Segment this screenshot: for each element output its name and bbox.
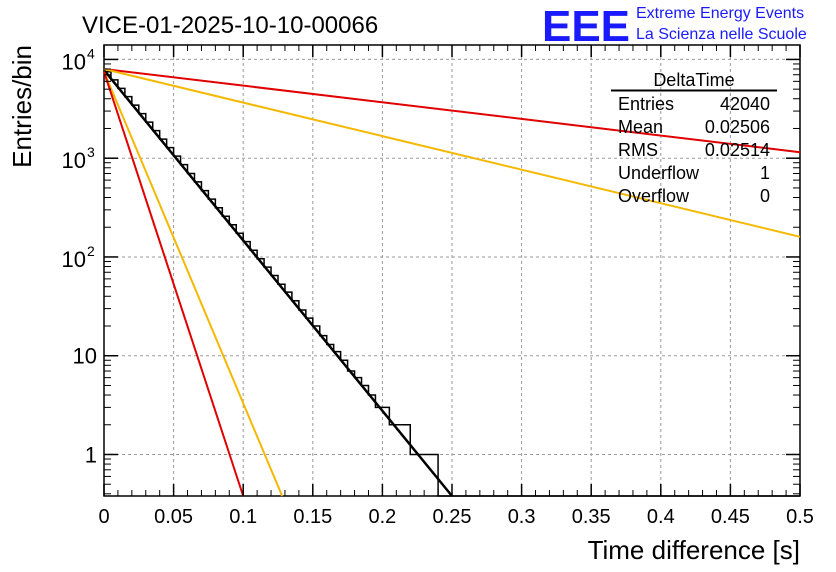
x-tick-label: 0 — [98, 506, 109, 528]
fit-curves — [103, 68, 801, 497]
y-tick-label: 10 — [62, 148, 86, 173]
curve-red-lower — [103, 71, 245, 497]
curve-orange-lower — [103, 71, 284, 497]
y-tick-label: 10 — [73, 344, 97, 369]
stats-value-underflow: 1 — [760, 163, 770, 183]
curve-fit — [103, 69, 453, 497]
x-tick-label: 0.05 — [154, 506, 193, 528]
stats-label-entries: Entries — [618, 94, 674, 114]
grid-lines — [104, 45, 800, 496]
y-tick-label: 10 — [62, 49, 86, 74]
logo-line-2: La Scienza nelle Scuole — [636, 26, 807, 43]
stats-title: DeltaTime — [653, 70, 734, 90]
x-tick-label: 0.25 — [433, 506, 472, 528]
x-tick-label: 0.45 — [711, 506, 750, 528]
y-tick-label-exponent: 4 — [87, 45, 95, 61]
stats-label-underflow: Underflow — [618, 163, 700, 183]
stats-value-rms: 0.02514 — [705, 140, 770, 160]
stats-label-rms: RMS — [618, 140, 658, 160]
x-axis-ticks: 0 0.05 0.1 0.15 0.2 0.25 0.3 0.35 0.4 0.45 0.5 — [98, 45, 814, 528]
stats-label-mean: Mean — [618, 117, 663, 137]
x-tick-label: 0.1 — [229, 506, 257, 528]
x-tick-label: 0.35 — [572, 506, 611, 528]
x-tick-label: 0.4 — [647, 506, 675, 528]
stats-value-mean: 0.02506 — [705, 117, 770, 137]
y-tick-label: 1 — [85, 442, 97, 467]
stats-value-overflow: 0 — [760, 186, 770, 206]
stats-box: DeltaTime Entries 42040 Mean 0.02506 RMS… — [611, 70, 777, 206]
x-tick-label: 0.2 — [368, 506, 396, 528]
x-tick-label: 0.5 — [786, 506, 814, 528]
curve-orange-upper — [103, 68, 801, 238]
x-tick-label: 0.3 — [508, 506, 536, 528]
chart-title: VICE-01-2025-10-10-00066 — [82, 12, 378, 39]
x-tick-label: 0.15 — [293, 506, 332, 528]
stats-label-overflow: Overflow — [618, 186, 690, 206]
eee-logo: EEE Extreme Energy Events La Scienza nel… — [542, 2, 807, 51]
y-axis-label: Entries/bin — [7, 45, 37, 168]
stats-value-entries: 42040 — [720, 94, 770, 114]
logo-line-1: Extreme Energy Events — [636, 5, 804, 22]
y-tick-label: 10 — [62, 247, 86, 272]
curve-red-upper — [103, 68, 801, 154]
y-tick-label-exponent: 2 — [87, 243, 95, 259]
logo-mark: EEE — [542, 2, 630, 51]
y-tick-label-exponent: 3 — [87, 144, 95, 160]
x-axis-label: Time difference [s] — [588, 535, 800, 565]
